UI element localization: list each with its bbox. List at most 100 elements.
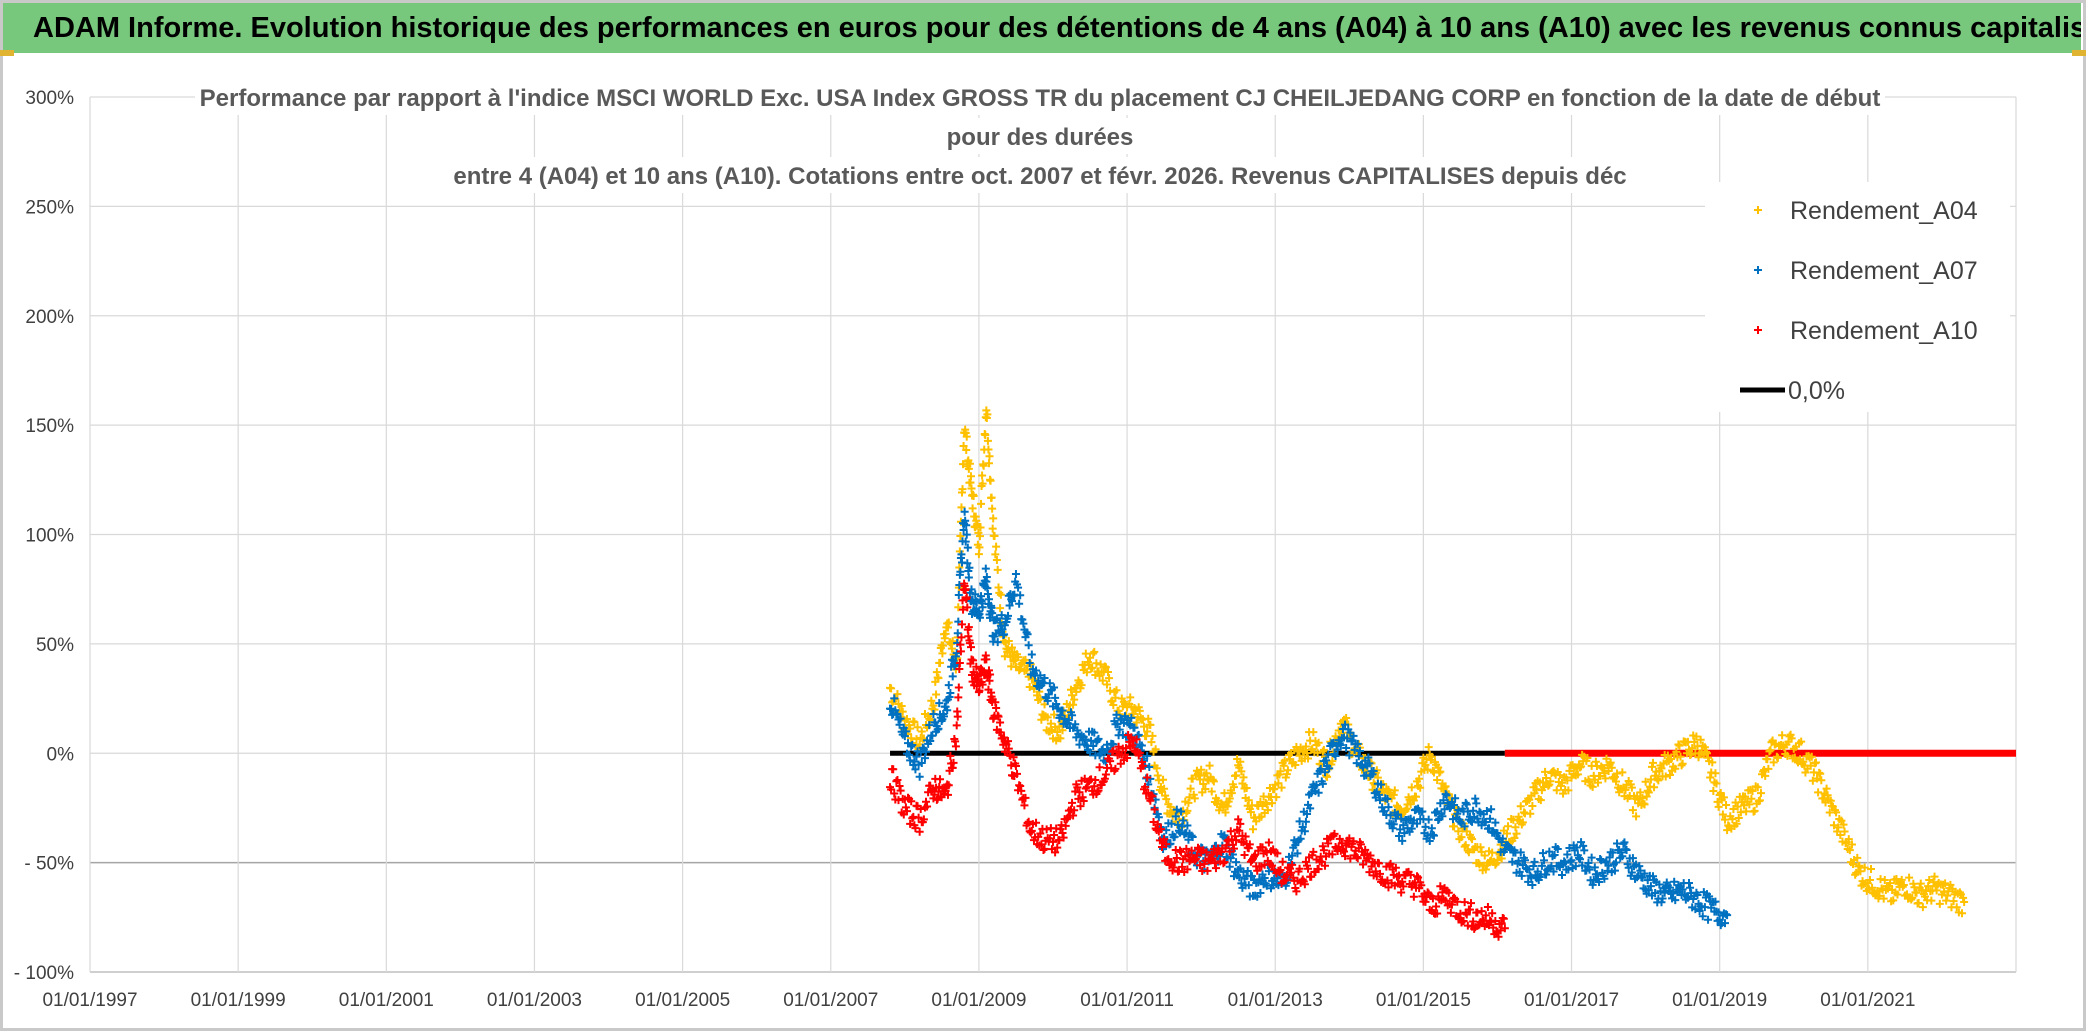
legend-label: 0,0% bbox=[1788, 377, 1845, 405]
data-point bbox=[975, 532, 984, 541]
data-point bbox=[907, 797, 916, 806]
y-tick-label: 50% bbox=[36, 635, 74, 656]
data-point bbox=[1429, 831, 1438, 840]
data-point bbox=[954, 590, 963, 599]
data-point bbox=[1053, 727, 1062, 736]
data-point bbox=[1211, 864, 1220, 873]
data-point bbox=[1043, 713, 1052, 722]
data-point bbox=[957, 503, 966, 512]
data-point bbox=[1764, 764, 1773, 773]
data-point bbox=[1457, 833, 1466, 842]
data-point bbox=[1729, 805, 1738, 814]
data-point bbox=[1109, 701, 1118, 710]
data-point bbox=[1229, 844, 1238, 853]
data-point bbox=[1004, 737, 1013, 746]
data-point bbox=[1241, 832, 1250, 841]
data-point bbox=[1641, 777, 1650, 786]
data-point bbox=[982, 573, 991, 582]
data-point bbox=[1055, 836, 1064, 845]
data-point bbox=[992, 704, 1001, 713]
title-background bbox=[939, 118, 1141, 154]
data-point bbox=[1644, 788, 1653, 797]
data-point bbox=[1184, 835, 1193, 844]
data-point bbox=[923, 802, 932, 811]
data-point bbox=[1596, 854, 1605, 863]
data-point bbox=[1463, 921, 1472, 930]
data-point bbox=[917, 727, 926, 736]
data-point bbox=[952, 649, 961, 658]
data-point bbox=[1433, 909, 1442, 918]
data-point bbox=[1183, 865, 1192, 874]
data-point bbox=[1346, 854, 1355, 863]
data-point bbox=[1814, 788, 1823, 797]
data-point bbox=[1540, 856, 1549, 865]
data-point bbox=[1135, 748, 1144, 757]
data-point bbox=[934, 674, 943, 683]
data-point bbox=[1599, 764, 1608, 773]
data-point bbox=[1545, 847, 1554, 856]
data-point bbox=[954, 683, 963, 692]
data-point bbox=[1383, 795, 1392, 804]
data-point bbox=[1491, 818, 1500, 827]
data-point bbox=[943, 790, 952, 799]
data-point bbox=[1428, 894, 1437, 903]
data-point bbox=[936, 775, 945, 784]
data-point bbox=[902, 807, 911, 816]
data-point bbox=[1231, 832, 1240, 841]
data-point bbox=[1345, 834, 1354, 843]
data-point bbox=[1328, 740, 1337, 749]
data-point bbox=[1473, 814, 1482, 823]
data-point bbox=[1469, 917, 1478, 926]
data-point bbox=[1042, 825, 1051, 834]
data-point bbox=[1098, 676, 1107, 685]
data-point bbox=[1094, 734, 1103, 743]
data-point bbox=[1438, 812, 1447, 821]
data-point bbox=[1593, 778, 1602, 787]
data-point bbox=[1037, 840, 1046, 849]
data-point bbox=[1667, 754, 1676, 763]
data-point bbox=[1111, 764, 1120, 773]
data-point bbox=[978, 479, 987, 488]
data-point bbox=[1130, 723, 1139, 732]
data-point bbox=[1528, 802, 1537, 811]
x-tick-label: 01/01/2003 bbox=[487, 990, 582, 1011]
data-point bbox=[1826, 796, 1835, 805]
data-point bbox=[1159, 775, 1168, 784]
data-point bbox=[964, 573, 973, 582]
data-point bbox=[1868, 883, 1877, 892]
data-point bbox=[981, 564, 990, 573]
data-point bbox=[1256, 889, 1265, 898]
data-point bbox=[1619, 839, 1628, 848]
data-point bbox=[1205, 761, 1214, 770]
data-point bbox=[1196, 861, 1205, 870]
data-point bbox=[1225, 794, 1234, 803]
data-point bbox=[1123, 753, 1132, 762]
data-point bbox=[1475, 860, 1484, 869]
data-point bbox=[1273, 849, 1282, 858]
data-point bbox=[1493, 829, 1502, 838]
data-point bbox=[1220, 858, 1229, 867]
data-point bbox=[957, 550, 966, 559]
data-point bbox=[1893, 890, 1902, 899]
data-point bbox=[1823, 791, 1832, 800]
data-point bbox=[1292, 887, 1301, 896]
data-point bbox=[1353, 854, 1362, 863]
data-point bbox=[1698, 912, 1707, 921]
data-point bbox=[1252, 817, 1261, 826]
data-point bbox=[1712, 779, 1721, 788]
data-point bbox=[1688, 744, 1697, 753]
data-point bbox=[1270, 785, 1279, 794]
data-point bbox=[1433, 807, 1442, 816]
data-point bbox=[1477, 907, 1486, 916]
data-point bbox=[897, 702, 906, 711]
data-point bbox=[1500, 924, 1509, 933]
data-point bbox=[1670, 877, 1679, 886]
data-point bbox=[1750, 806, 1759, 815]
data-point bbox=[1384, 803, 1393, 812]
data-point bbox=[963, 543, 972, 552]
data-point bbox=[895, 720, 904, 729]
data-point bbox=[1075, 788, 1084, 797]
data-point bbox=[1374, 790, 1383, 799]
data-point bbox=[1705, 892, 1714, 901]
x-tick-label: 01/01/2021 bbox=[1820, 990, 1915, 1011]
